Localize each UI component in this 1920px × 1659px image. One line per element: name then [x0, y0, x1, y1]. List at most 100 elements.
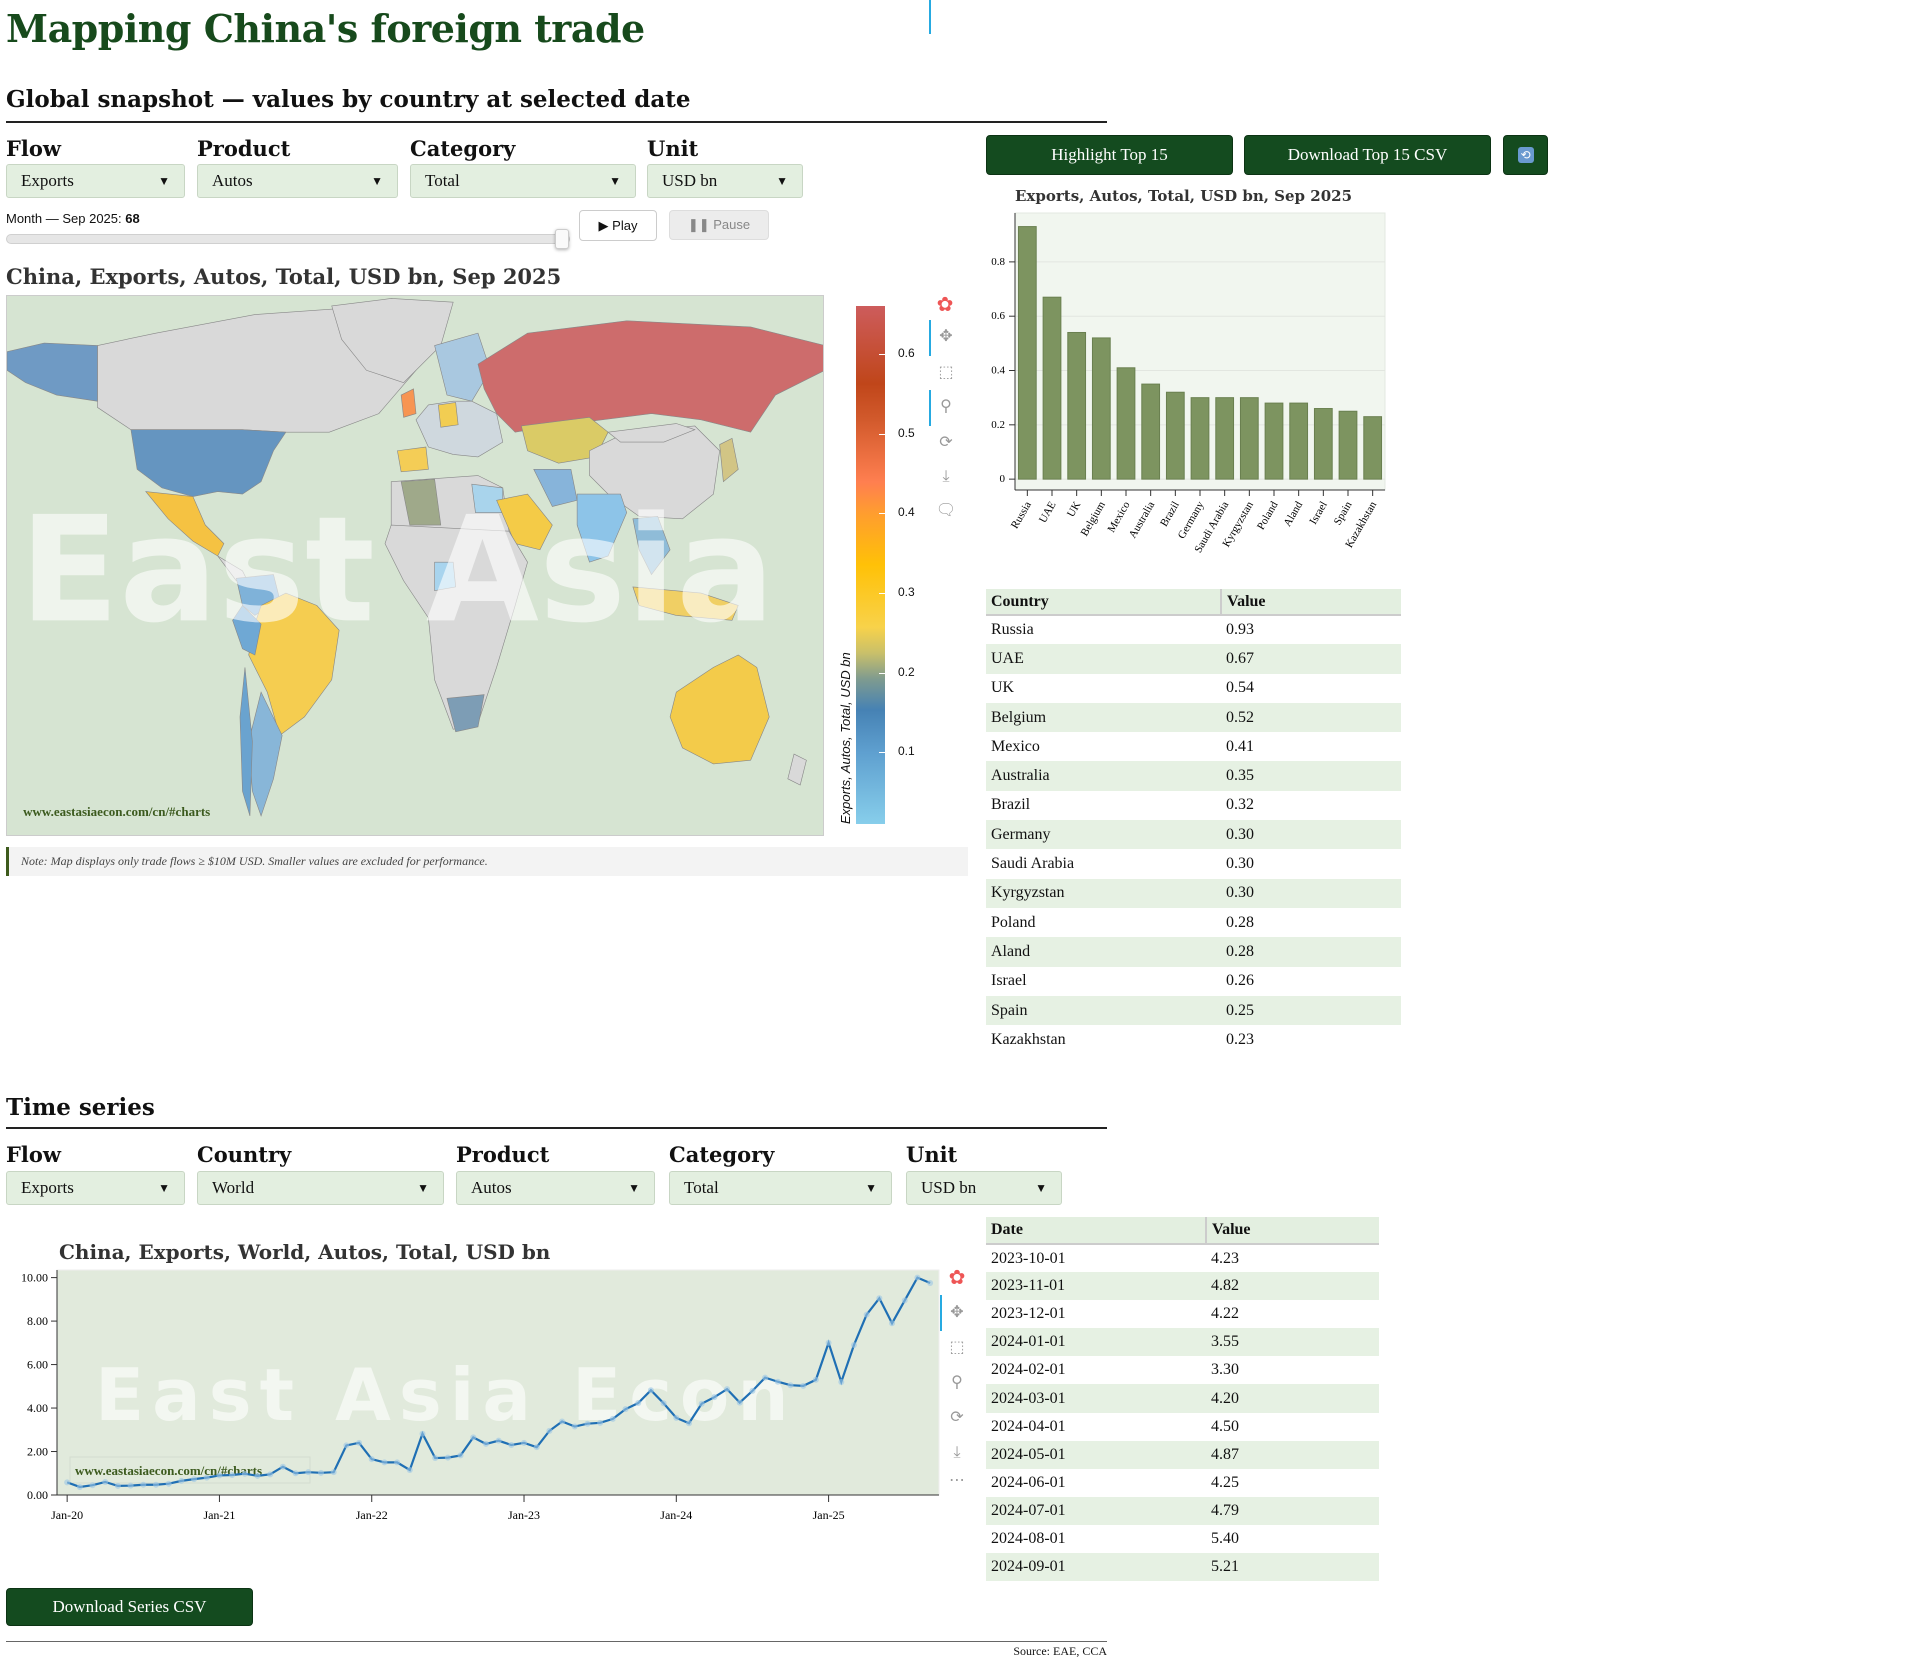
data-point[interactable] [76, 1483, 83, 1490]
data-point[interactable] [533, 1444, 540, 1451]
data-point[interactable] [203, 1474, 210, 1481]
bar-germany[interactable] [1190, 397, 1210, 480]
box-zoom-icon[interactable]: ⬚ [938, 362, 954, 381]
column-header-country[interactable]: Country [986, 589, 1222, 616]
bar-kyrgyzstan[interactable] [1239, 397, 1259, 480]
bar-saudi-arabia[interactable] [1215, 397, 1235, 480]
bar-uae[interactable] [1042, 296, 1062, 480]
bokeh-logo-icon[interactable]: ✿ [948, 1265, 966, 1289]
data-point[interactable] [876, 1295, 883, 1302]
column-header-value[interactable]: Value [1206, 1217, 1379, 1245]
data-point[interactable] [762, 1374, 769, 1381]
flow-select[interactable]: Exports ▼ [6, 164, 185, 198]
data-point[interactable] [927, 1280, 934, 1287]
data-point[interactable] [622, 1406, 629, 1413]
data-point[interactable] [191, 1476, 198, 1483]
bokeh-logo-icon[interactable]: ✿ [936, 292, 954, 316]
data-point[interactable] [635, 1400, 642, 1407]
data-point[interactable] [292, 1470, 299, 1477]
box-zoom-icon[interactable]: ⬚ [949, 1337, 965, 1356]
column-header-value[interactable]: Value [1221, 589, 1401, 616]
data-point[interactable] [279, 1463, 286, 1470]
data-point[interactable] [495, 1437, 502, 1444]
data-point[interactable] [521, 1439, 528, 1446]
data-point[interactable] [114, 1482, 121, 1489]
data-point[interactable] [736, 1399, 743, 1406]
data-point[interactable] [774, 1378, 781, 1385]
bar-belgium[interactable] [1091, 337, 1111, 480]
product-select[interactable]: Autos ▼ [197, 164, 398, 198]
data-point[interactable] [229, 1472, 236, 1478]
data-point[interactable] [165, 1480, 172, 1487]
bar-poland[interactable] [1264, 402, 1284, 480]
bar-uk[interactable] [1067, 331, 1087, 480]
data-point[interactable] [812, 1376, 819, 1383]
data-point[interactable] [584, 1420, 591, 1427]
data-point[interactable] [254, 1472, 261, 1479]
data-point[interactable] [470, 1434, 477, 1441]
data-point[interactable] [368, 1456, 375, 1463]
column-header-date[interactable]: Date [986, 1217, 1207, 1245]
data-point[interactable] [241, 1470, 248, 1477]
highlight-top15-button[interactable]: Highlight Top 15 [986, 135, 1233, 175]
data-point[interactable] [305, 1469, 312, 1476]
bar-australia[interactable] [1141, 383, 1161, 480]
play-button[interactable]: ▶ Play [579, 210, 657, 241]
data-point[interactable] [597, 1419, 604, 1426]
data-point[interactable] [850, 1342, 857, 1348]
bar-brazil[interactable] [1165, 391, 1185, 480]
bar-kazakhstan[interactable] [1363, 416, 1383, 480]
download-series-csv-button[interactable]: Download Series CSV [6, 1588, 253, 1626]
data-point[interactable] [419, 1430, 426, 1437]
data-point[interactable] [178, 1477, 185, 1484]
data-point[interactable] [609, 1415, 616, 1422]
more-icon[interactable]: ⋯ [949, 1470, 965, 1489]
world-map[interactable]: East Asia Econ www.eastasiaecon.com/cn/#… [6, 295, 824, 836]
ts-product-select[interactable]: Autos ▼ [456, 1171, 655, 1205]
data-point[interactable] [394, 1459, 401, 1466]
data-point[interactable] [647, 1387, 654, 1394]
save-icon[interactable]: ⤓ [942, 466, 950, 485]
bar-aland[interactable] [1289, 402, 1309, 480]
unit-select[interactable]: USD bn ▼ [647, 164, 803, 198]
data-point[interactable] [711, 1394, 718, 1401]
month-slider[interactable] [6, 229, 570, 249]
data-point[interactable] [330, 1469, 337, 1476]
data-point[interactable] [317, 1469, 324, 1476]
wheel-zoom-icon[interactable]: ⚲ [951, 1372, 963, 1391]
data-point[interactable] [432, 1455, 439, 1462]
data-point[interactable] [724, 1386, 731, 1393]
bar-spain[interactable] [1338, 410, 1358, 480]
data-point[interactable] [482, 1440, 489, 1447]
bar-mexico[interactable] [1116, 367, 1136, 480]
data-point[interactable] [901, 1297, 908, 1304]
data-point[interactable] [546, 1427, 553, 1434]
data-point[interactable] [381, 1459, 388, 1466]
data-point[interactable] [216, 1472, 223, 1479]
data-point[interactable] [127, 1482, 134, 1489]
pan-icon[interactable]: ✥ [950, 1302, 964, 1321]
data-point[interactable] [749, 1387, 756, 1394]
data-point[interactable] [508, 1442, 515, 1448]
ts-unit-select[interactable]: USD bn ▼ [906, 1171, 1062, 1205]
data-point[interactable] [673, 1414, 680, 1421]
data-point[interactable] [444, 1454, 451, 1461]
data-point[interactable] [660, 1400, 667, 1407]
data-point[interactable] [825, 1339, 832, 1346]
data-point[interactable] [685, 1420, 692, 1427]
bar-russia[interactable] [1017, 226, 1037, 480]
hover-icon[interactable]: 🗨 [935, 500, 957, 519]
reset-icon[interactable]: ⟳ [950, 1407, 964, 1426]
save-icon[interactable]: ⤓ [953, 1442, 961, 1461]
ts-flow-select[interactable]: Exports ▼ [6, 1171, 185, 1205]
pause-button[interactable]: ❚❚ Pause [669, 210, 769, 240]
download-top15-csv-button[interactable]: Download Top 15 CSV [1244, 135, 1491, 175]
data-point[interactable] [102, 1478, 109, 1485]
data-point[interactable] [457, 1452, 464, 1459]
data-point[interactable] [559, 1418, 566, 1425]
data-point[interactable] [343, 1442, 350, 1449]
data-point[interactable] [267, 1471, 274, 1478]
ts-category-select[interactable]: Total ▼ [669, 1171, 892, 1205]
category-select[interactable]: Total ▼ [410, 164, 636, 198]
